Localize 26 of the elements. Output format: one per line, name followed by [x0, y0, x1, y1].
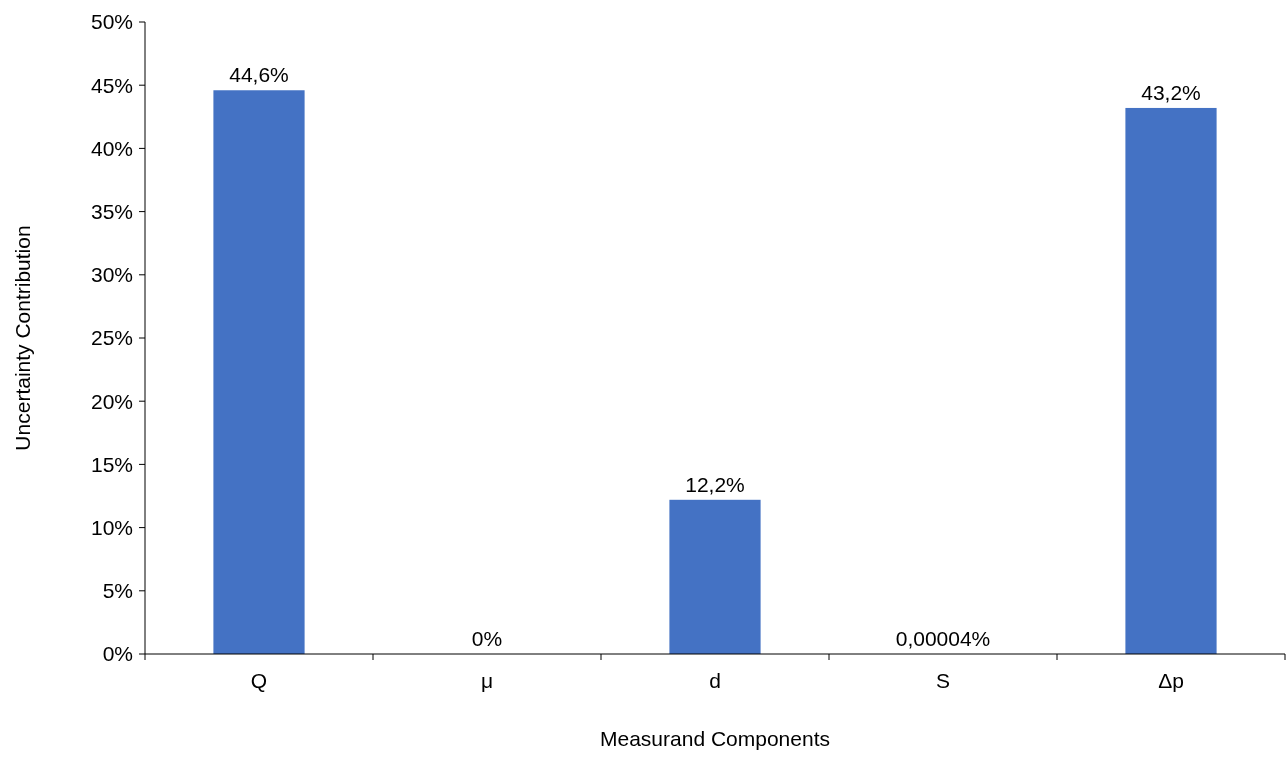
y-tick-label: 0% — [102, 642, 133, 666]
y-tick-label: 30% — [90, 263, 133, 287]
y-tick-label: 5% — [102, 579, 133, 603]
bar — [1125, 107, 1217, 654]
y-tick-label: 10% — [90, 515, 133, 539]
x-tick-label: S — [935, 669, 951, 692]
y-tick-label: 15% — [90, 452, 133, 476]
y-tick-label: 50% — [90, 10, 133, 34]
data-label: 44,6% — [229, 63, 289, 87]
y-tick-label: 35% — [90, 199, 133, 223]
data-label: 0,00004% — [895, 627, 991, 650]
x-tick-label: μ — [480, 669, 494, 692]
y-tick-label: 40% — [90, 136, 133, 160]
data-label: 0% — [471, 627, 503, 650]
bar — [669, 499, 761, 654]
x-tick-label: Δp — [1158, 669, 1184, 692]
x-axis-title: Measurand Components — [600, 727, 830, 750]
y-tick-label: 25% — [90, 326, 133, 350]
y-axis-title: Uncertainty Contribution — [11, 225, 34, 451]
y-tick-label: 45% — [90, 73, 133, 97]
data-label: 12,2% — [685, 472, 745, 496]
data-label: 43,2% — [1141, 80, 1201, 104]
x-tick-label: Q — [250, 669, 268, 692]
bar — [213, 90, 305, 654]
y-tick-label: 20% — [90, 389, 133, 413]
x-tick-label: d — [709, 669, 721, 692]
